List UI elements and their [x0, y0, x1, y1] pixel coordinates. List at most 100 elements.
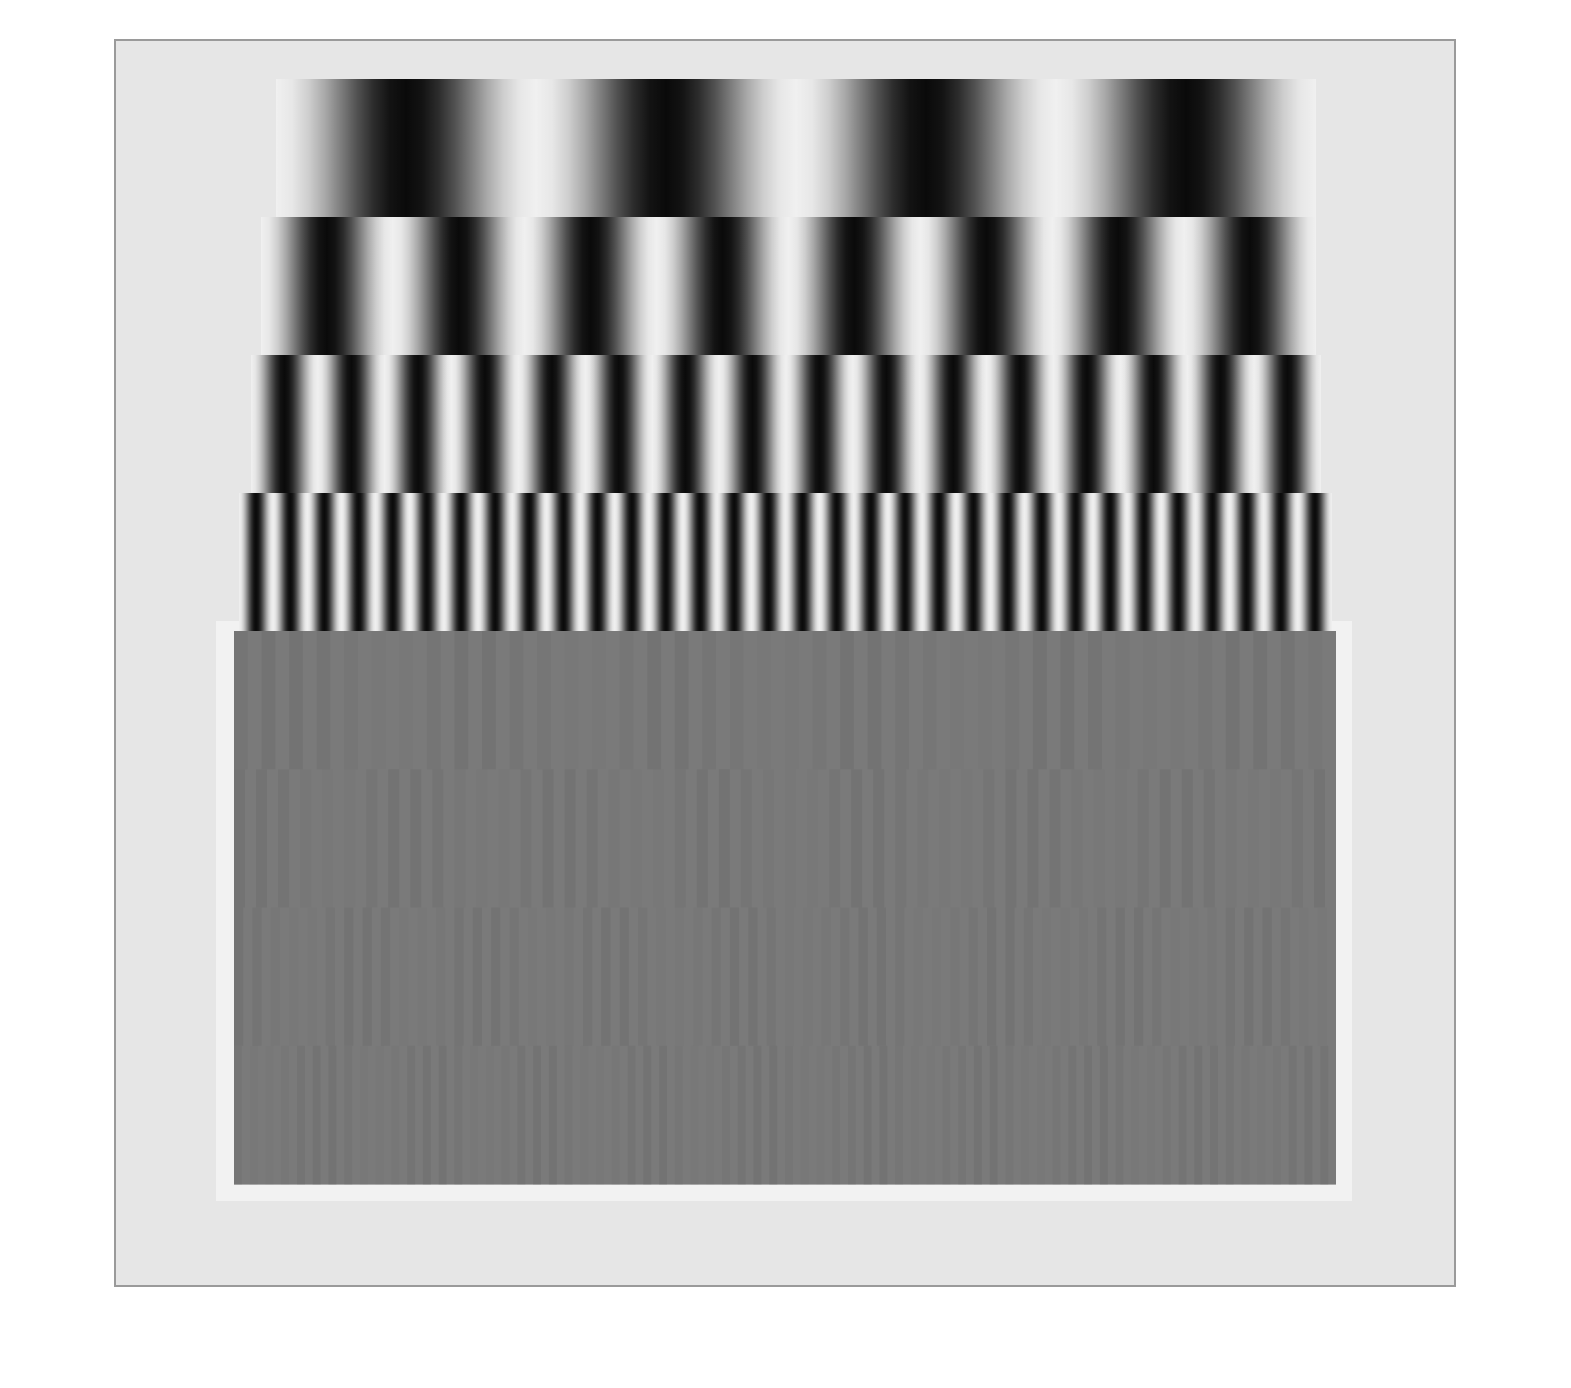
aliased-stripe	[1097, 907, 1107, 1047]
aliased-stripe	[913, 907, 923, 1047]
aliased-stripe	[498, 769, 510, 909]
aliased-stripe	[485, 1045, 494, 1185]
aliased-stripe	[362, 907, 372, 1047]
grating-band-2	[261, 217, 1316, 355]
aliased-stripe	[399, 907, 409, 1047]
aliased-stripe	[596, 1045, 604, 1185]
aliased-stripe	[832, 1045, 841, 1185]
aliased-stripe	[1253, 631, 1268, 770]
aliased-stripe	[537, 631, 551, 770]
aliased-stripe	[619, 631, 634, 770]
aliased-stripe	[482, 631, 496, 770]
aliased-stripe	[1262, 907, 1272, 1047]
aliased-stripe	[740, 769, 752, 909]
aliased-stripe	[873, 769, 885, 909]
grating-pattern	[216, 79, 1352, 1201]
aliased-stripe	[548, 1045, 557, 1185]
aliased-stripe	[359, 1045, 368, 1185]
aliased-stripe	[1225, 769, 1237, 909]
aliased-stripe	[1115, 631, 1130, 770]
aliased-stripe	[289, 907, 299, 1047]
aliased-stripe	[422, 1045, 431, 1185]
aliased-stripe	[366, 769, 378, 909]
aliased-stripe	[757, 631, 772, 770]
aliased-stripe	[501, 1045, 510, 1185]
aliased-stripe	[816, 1045, 825, 1185]
aliased-stripe	[580, 1045, 589, 1185]
aliased-stripe	[546, 907, 556, 1047]
aliased-stripe	[1088, 631, 1102, 770]
aliased-stripe	[1178, 1045, 1187, 1185]
aliased-stripe	[1084, 1045, 1092, 1185]
aliased-stripe	[1269, 769, 1281, 909]
aliased-stripe	[950, 631, 965, 770]
aliased-stripe	[851, 769, 863, 909]
aliased-stripe	[706, 1045, 715, 1185]
aliased-stripe	[674, 907, 684, 1047]
aliased-stripe	[520, 769, 532, 909]
aliased-stripe	[316, 631, 331, 770]
aliased-stripe	[1021, 1045, 1029, 1185]
aliased-stripe	[608, 769, 620, 909]
aliased-stripe	[407, 1045, 416, 1185]
aliased-stripe	[438, 1045, 447, 1185]
aliased-stripe	[950, 907, 960, 1047]
aliased-stripe	[297, 1045, 305, 1185]
aliased-stripe	[1032, 631, 1047, 770]
aliased-stripe	[1247, 769, 1259, 909]
aliased-stripe	[454, 1045, 463, 1185]
aliased-stripe	[517, 1045, 526, 1185]
aliased-stripe	[261, 631, 276, 770]
aliased-stripe	[690, 1045, 699, 1185]
aliased-stripe	[322, 769, 334, 909]
aliased-stripe	[1023, 907, 1033, 1047]
aliased-stripe	[432, 769, 444, 909]
aliased-stripe	[344, 631, 358, 770]
aliased-stripe	[1198, 631, 1213, 770]
aliased-stripe	[601, 907, 611, 1047]
aliased-stripe	[656, 907, 666, 1047]
aliased-stripe	[785, 631, 799, 770]
aliased-stripe	[399, 631, 414, 770]
aliased-stripe	[1280, 631, 1295, 770]
aliased-stripe	[619, 907, 629, 1047]
aliased-stripe	[312, 1045, 321, 1185]
aliased-stripe	[1137, 769, 1149, 909]
aliased-stripe	[876, 907, 886, 1047]
aliased-stripe	[328, 1045, 337, 1185]
aliased-stripe	[1320, 1045, 1329, 1185]
aliased-stripe	[454, 631, 469, 770]
aliased-stripe	[867, 631, 882, 770]
aliased-stripe	[234, 907, 244, 1047]
aliased-stripe	[958, 1045, 967, 1185]
aliased-stripe	[803, 907, 813, 1047]
aliased-stripe	[300, 769, 312, 909]
aliased-stripe	[983, 769, 995, 909]
aliased-stripe	[987, 907, 997, 1047]
aliased-stripe	[1304, 1045, 1313, 1185]
aliased-stripe	[234, 1045, 242, 1185]
aliased-stripe	[812, 631, 827, 770]
aliased-stripe	[509, 907, 519, 1047]
aliased-stripe	[926, 1045, 935, 1185]
aliased-stripe	[1005, 769, 1017, 909]
aliased-stripe	[748, 907, 758, 1047]
aliased-stripe	[1244, 907, 1254, 1047]
aliased-stripe	[270, 907, 280, 1047]
aliased-stripe	[647, 631, 662, 770]
aliased-stripe	[391, 1045, 400, 1185]
aliased-stripe	[252, 907, 262, 1047]
aliased-stripe	[436, 907, 446, 1047]
aliased-stripe	[1207, 907, 1217, 1047]
aliased-stripe	[1131, 1045, 1140, 1185]
aliased-stripe	[1005, 907, 1015, 1047]
aliased-stripe	[234, 631, 248, 770]
aliased-stripe	[627, 1045, 636, 1185]
aliased-band-3	[234, 907, 1336, 1047]
aliased-stripe	[1115, 769, 1127, 909]
aliased-stripe	[583, 907, 593, 1047]
aliased-stripe	[1159, 769, 1171, 909]
aliased-stripe	[821, 907, 831, 1047]
aliased-stripe	[674, 1045, 683, 1185]
